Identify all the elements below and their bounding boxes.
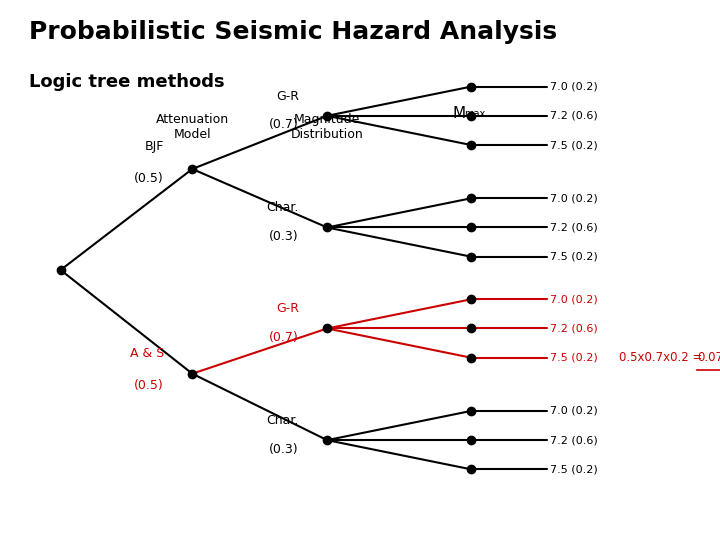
Text: Logic tree methods: Logic tree methods <box>30 73 225 91</box>
Text: 7.5 (0.2): 7.5 (0.2) <box>550 353 598 363</box>
Text: Attenuation
Model: Attenuation Model <box>156 113 229 141</box>
Text: (0.5): (0.5) <box>135 379 164 392</box>
Text: 7.5 (0.2): 7.5 (0.2) <box>550 464 598 474</box>
Text: G-R: G-R <box>276 90 299 103</box>
Text: 7.0 (0.2): 7.0 (0.2) <box>550 82 598 92</box>
Text: 7.0 (0.2): 7.0 (0.2) <box>550 193 598 203</box>
Text: BJF: BJF <box>145 140 164 153</box>
Text: Probabilistic Seismic Hazard Analysis: Probabilistic Seismic Hazard Analysis <box>30 20 557 44</box>
Text: (0.7): (0.7) <box>269 118 299 131</box>
Text: 0.5x0.7x0.2 =: 0.5x0.7x0.2 = <box>618 351 706 364</box>
Text: max: max <box>464 109 485 119</box>
Text: (0.3): (0.3) <box>269 443 299 456</box>
Text: 7.5 (0.2): 7.5 (0.2) <box>550 252 598 262</box>
Text: G-R: G-R <box>276 302 299 315</box>
Text: 7.2 (0.6): 7.2 (0.6) <box>550 222 598 232</box>
Text: 7.0 (0.2): 7.0 (0.2) <box>550 294 598 304</box>
Text: 0.07: 0.07 <box>697 351 720 364</box>
Text: (0.3): (0.3) <box>269 230 299 243</box>
Text: Char.: Char. <box>266 414 299 427</box>
Text: (0.5): (0.5) <box>135 172 164 185</box>
Text: Char.: Char. <box>266 201 299 214</box>
Text: 7.2 (0.6): 7.2 (0.6) <box>550 323 598 334</box>
Text: (0.7): (0.7) <box>269 331 299 344</box>
Text: 7.5 (0.2): 7.5 (0.2) <box>550 140 598 150</box>
Text: 7.2 (0.6): 7.2 (0.6) <box>550 435 598 445</box>
Text: M: M <box>453 106 466 122</box>
Text: A & S: A & S <box>130 347 164 360</box>
Text: 7.2 (0.6): 7.2 (0.6) <box>550 111 598 121</box>
Text: Magnitude
Distribution: Magnitude Distribution <box>291 113 364 141</box>
Text: 7.0 (0.2): 7.0 (0.2) <box>550 406 598 416</box>
